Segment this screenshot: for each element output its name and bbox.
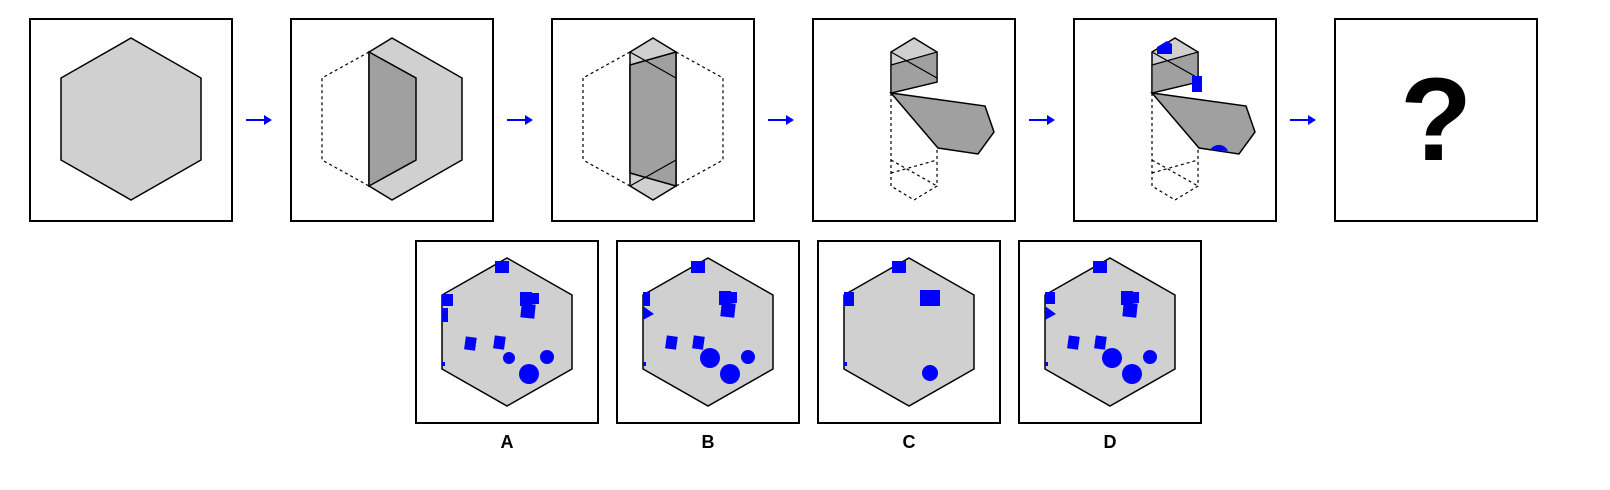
option-b-panel[interactable] (616, 240, 800, 424)
step-4-fold-diagonal (889, 37, 995, 201)
option-a-panel[interactable] (415, 240, 599, 424)
step-1-hexagon (60, 37, 202, 201)
option-d-hexagon (1044, 257, 1176, 407)
punch-square-top (1157, 41, 1172, 54)
step-5-panel (1073, 18, 1277, 222)
question-mark: ? (1399, 54, 1473, 186)
punch-rect-side (1192, 76, 1202, 92)
option-c-panel[interactable] (817, 240, 1001, 424)
option-b-hexagon (642, 257, 774, 407)
arrow-1 (246, 115, 272, 125)
arrow-3 (768, 115, 794, 125)
step-3-panel (551, 18, 755, 222)
option-c-label[interactable]: C (902, 432, 916, 452)
option-c-hexagon (843, 257, 975, 407)
arrow-2 (507, 115, 533, 125)
option-a-label[interactable]: A (500, 432, 514, 452)
question-panel: ? (1334, 18, 1538, 222)
arrow-5 (1290, 115, 1316, 125)
option-a-hexagon (441, 257, 573, 407)
option-d-panel[interactable] (1018, 240, 1202, 424)
step-1-panel (29, 18, 233, 222)
option-d-label[interactable]: D (1103, 432, 1117, 452)
option-b-label[interactable]: B (701, 432, 715, 452)
punch-semicircle (1210, 144, 1228, 151)
step-4-panel (812, 18, 1016, 222)
step-3-fold-right (582, 37, 724, 201)
step-2-fold-left (321, 37, 463, 201)
step-5-punched (1150, 37, 1256, 201)
step-2-panel (290, 18, 494, 222)
arrow-4 (1029, 115, 1055, 125)
